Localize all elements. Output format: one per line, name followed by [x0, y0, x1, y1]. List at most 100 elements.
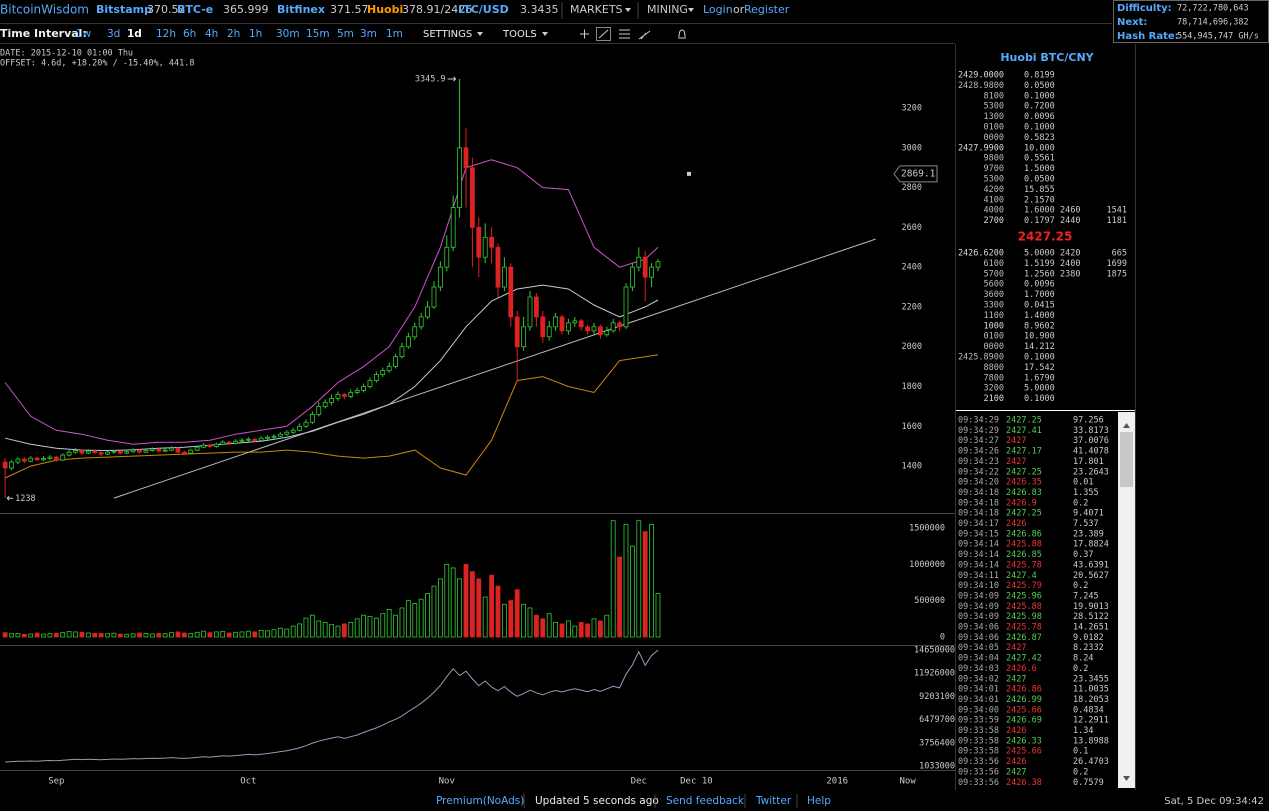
- book-price: 5600: [984, 280, 1004, 290]
- trade-price: 2425.66: [1006, 705, 1042, 715]
- trade-price: 2427.25: [1006, 416, 1042, 426]
- book-price: 0100: [984, 332, 1004, 342]
- candle-body: [303, 421, 309, 427]
- candle-body: [373, 374, 379, 381]
- y-tick-label: 2400: [902, 263, 922, 273]
- trade-price: 2425.88: [1006, 540, 1042, 550]
- candle-body: [412, 326, 418, 338]
- or-text: or: [733, 3, 745, 16]
- book-price: 1100: [984, 311, 1004, 321]
- premium-link[interactable]: Premium(NoAds): [436, 795, 524, 807]
- ticker-name[interactable]: LTC/USD: [458, 3, 509, 16]
- candle-body: [617, 322, 622, 328]
- candle-body: [322, 402, 328, 407]
- candle-body: [28, 457, 34, 462]
- x-tick-label: Dec: [631, 777, 647, 787]
- scroll-up[interactable]: [1123, 423, 1130, 428]
- alert-tool[interactable]: [678, 29, 686, 39]
- ticker-price: 3.3435: [520, 3, 559, 16]
- candle-body: [393, 356, 398, 368]
- candle-body: [265, 436, 270, 439]
- scroll-down[interactable]: [1123, 776, 1130, 781]
- interval-button[interactable]: 1w: [76, 28, 92, 40]
- register-link[interactable]: Register: [744, 3, 790, 16]
- book-price: 0100: [984, 123, 1004, 133]
- interval-button[interactable]: 5m: [337, 28, 354, 40]
- volume-bar: [220, 631, 226, 638]
- trade-amount: 0.37: [1073, 550, 1093, 560]
- trade-time: 09:33:56: [958, 767, 999, 777]
- interval-button[interactable]: 3d: [107, 28, 120, 40]
- book-price: 2100: [984, 394, 1004, 404]
- candle-body: [41, 458, 46, 461]
- candle-body: [610, 322, 616, 332]
- interval-button[interactable]: 2h: [227, 28, 240, 40]
- volume-bar: [316, 620, 322, 638]
- book-amount: 1.7000: [1024, 290, 1055, 300]
- trade-amount: 37.0076: [1073, 436, 1109, 446]
- trade-amount: 7.537: [1073, 519, 1099, 529]
- trade-amount: 20.5627: [1073, 571, 1109, 581]
- twitter-link[interactable]: Twitter: [755, 795, 792, 807]
- tools-menu[interactable]: TOOLS: [502, 29, 537, 40]
- interval-button[interactable]: 4h: [205, 28, 218, 40]
- interval-button[interactable]: 1h: [249, 28, 262, 40]
- line-tool[interactable]: [596, 27, 611, 41]
- candle-body: [188, 449, 194, 454]
- brand[interactable]: BitcoinWisdom: [0, 3, 89, 17]
- depth-price: 2420: [1060, 249, 1080, 259]
- trade-amount: 23.2643: [1073, 467, 1109, 477]
- volume-bar: [386, 608, 392, 638]
- candle-body: [636, 256, 642, 268]
- interval-button[interactable]: 30m: [276, 28, 300, 40]
- trade-time: 09:34:10: [958, 581, 999, 591]
- scrollbar[interactable]: [1118, 412, 1135, 788]
- hline-tool[interactable]: [619, 29, 630, 39]
- trade-price: 2427: [1006, 643, 1026, 653]
- feedback-link[interactable]: Send feedback: [666, 795, 745, 807]
- menu[interactable]: MARKETS: [570, 3, 623, 16]
- trade-time: 09:34:09: [958, 612, 999, 622]
- fib-tool[interactable]: [638, 30, 651, 40]
- volume-bar: [399, 607, 405, 638]
- interval-button[interactable]: 1m: [386, 28, 403, 40]
- volume-bar: [233, 631, 238, 638]
- candle-body: [386, 366, 392, 371]
- ticker-name[interactable]: Bitstamp: [96, 3, 152, 16]
- scrollbar-thumb[interactable]: [1120, 432, 1133, 487]
- candle-body: [629, 266, 635, 288]
- trade-amount: 9.0182: [1073, 633, 1104, 643]
- interval-button[interactable]: 1d: [127, 28, 142, 40]
- help-link[interactable]: Help: [807, 795, 831, 807]
- y-tick-label: 2800: [902, 183, 922, 193]
- volume-bar: [245, 630, 251, 638]
- volume-bar: [21, 633, 27, 638]
- trade-price: 2425.96: [1006, 591, 1042, 601]
- trade-time: 09:34:22: [958, 467, 999, 477]
- trade-amount: 97.256: [1073, 416, 1104, 426]
- settings-menu[interactable]: SETTINGS: [423, 29, 472, 40]
- volume-bar: [565, 620, 571, 638]
- drawing-tools[interactable]: [580, 27, 686, 41]
- candle-body: [297, 425, 302, 431]
- volume-bar: [303, 617, 309, 638]
- menu[interactable]: MINING: [647, 3, 688, 16]
- candle-body: [565, 322, 571, 332]
- ticker-name[interactable]: BTC-e: [177, 3, 213, 16]
- crosshair-tool[interactable]: [580, 29, 589, 39]
- login-link[interactable]: Login: [703, 3, 733, 16]
- interval-button[interactable]: 12h: [156, 28, 176, 40]
- ticker-name[interactable]: Bitfinex: [277, 3, 325, 16]
- trade-price: 2425.79: [1006, 581, 1042, 591]
- trade-time: 09:34:18: [958, 509, 999, 519]
- price-tag: [893, 165, 938, 183]
- y-tick-label: 1800: [902, 382, 922, 392]
- trade-time: 09:34:09: [958, 591, 999, 601]
- interval-button[interactable]: 15m: [306, 28, 330, 40]
- y-tick-label: 2600: [902, 223, 922, 233]
- interval-button[interactable]: 6h: [183, 28, 196, 40]
- ticker-name[interactable]: Huobi: [367, 3, 403, 16]
- volume-bar: [405, 600, 411, 638]
- interval-button[interactable]: 3m: [360, 28, 377, 40]
- candle-body: [15, 458, 21, 463]
